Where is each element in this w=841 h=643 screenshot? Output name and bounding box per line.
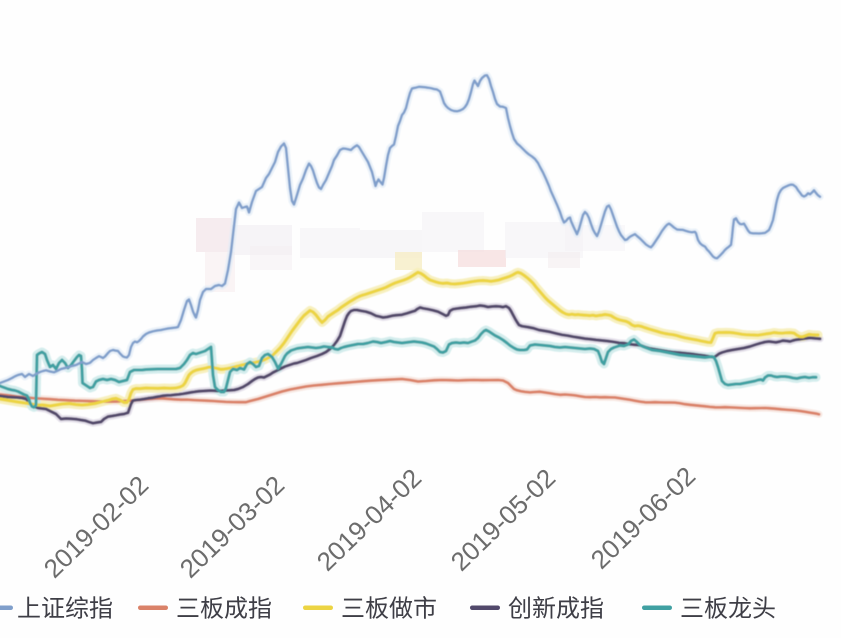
svg-text:三板做市: 三板做市: [341, 596, 437, 623]
svg-text:三板成指: 三板成指: [176, 596, 272, 623]
svg-text:上证综指: 上证综指: [17, 596, 113, 623]
svg-text:创新成指: 创新成指: [508, 596, 604, 623]
svg-text:三板龙头: 三板龙头: [680, 596, 776, 623]
